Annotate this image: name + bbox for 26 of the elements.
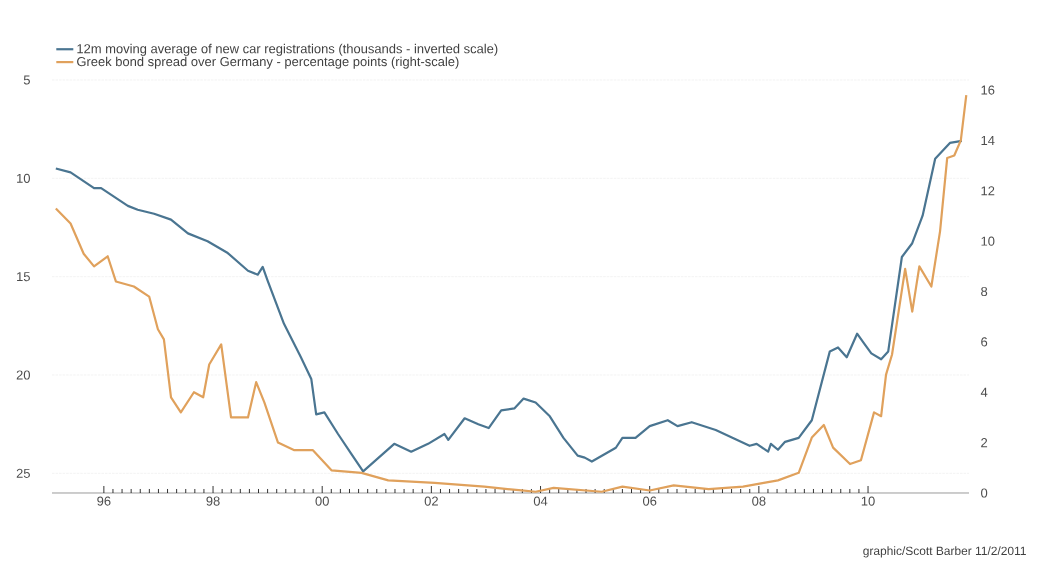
x-tick-label: 02 <box>424 496 438 506</box>
y2-tick-label: 2 <box>981 438 988 448</box>
y2-tick-label: 6 <box>981 337 988 347</box>
x-tick-label: 98 <box>206 496 220 506</box>
y2-tick-label: 14 <box>981 135 995 145</box>
x-tick-label: 06 <box>643 496 657 506</box>
line-series <box>54 94 968 493</box>
y2-tick-label: 8 <box>981 286 988 297</box>
y-tick-label: 25 <box>16 468 30 478</box>
x-tick-label: 08 <box>752 496 766 506</box>
x-tick-label: 00 <box>315 496 329 506</box>
x-tick-label: 04 <box>533 496 548 506</box>
y-tick-label: 15 <box>17 272 30 282</box>
y-tick-label: 20 <box>16 370 30 380</box>
y2-tick-label: 4 <box>980 387 988 397</box>
x-tick-label: 10 <box>861 496 875 506</box>
y2-tick-label: 12 <box>981 186 995 196</box>
y-tick-label: 10 <box>17 173 30 183</box>
y2-tick-label: 0 <box>981 488 988 498</box>
legend-label: Greek bond spread over Germany - percentage points (right-scale) <box>77 56 459 69</box>
y-tick-label: 5 <box>23 75 30 85</box>
y2-tick-label: 10 <box>981 236 995 246</box>
y2-tick-label: 16 <box>981 85 995 95</box>
legend-label: 12m moving average of new car registrations (thousands - inverted scale) <box>77 43 498 56</box>
text: graphic/Scott Barber 11/2/2011 <box>863 546 1026 558</box>
x-tick-label: 96 <box>97 496 111 506</box>
